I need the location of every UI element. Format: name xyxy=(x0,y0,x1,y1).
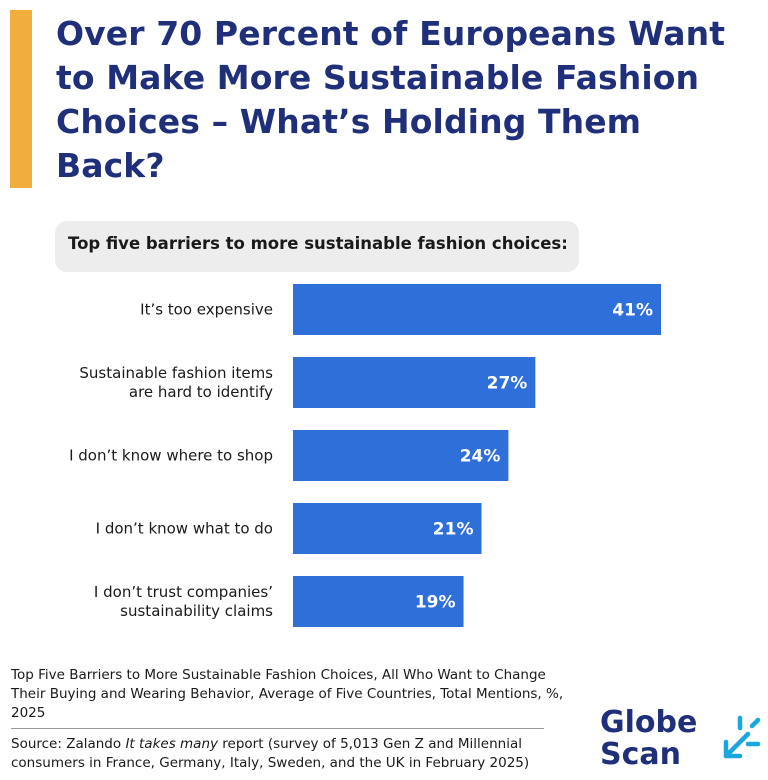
source-report-name: It takes many xyxy=(125,736,218,752)
footer-divider xyxy=(11,728,544,729)
chart-title: Top five barriers to more sustainable fa… xyxy=(68,234,568,253)
bar-1 xyxy=(293,284,661,335)
logo-line-2: Scan xyxy=(600,737,681,772)
bar-4 xyxy=(293,503,482,554)
bar-value-label-3: 24% xyxy=(460,447,501,467)
logo-line-1: Globe xyxy=(600,705,698,740)
category-label-5: I don’t trust companies’ sustainability c… xyxy=(94,583,273,620)
category-label-4: I don’t know what to do xyxy=(96,520,273,538)
logo-wordmark: Globe Scan xyxy=(600,708,697,770)
category-label-3: I don’t know where to shop xyxy=(69,447,273,465)
category-label-line: are hard to identify xyxy=(129,383,273,401)
accent-bar xyxy=(10,10,32,188)
bar-value-label-4: 21% xyxy=(433,520,474,540)
globescan-logo: Globe Scan xyxy=(600,700,768,778)
bar-value-label-1: 41% xyxy=(612,301,653,321)
source-suffix: report (survey of 5,013 Gen Z and Millen… xyxy=(11,736,530,771)
category-label-line: sustainability claims xyxy=(120,602,273,620)
category-label-2: Sustainable fashion items are hard to ide… xyxy=(79,364,273,401)
category-label-line: Sustainable fashion items xyxy=(79,364,273,382)
category-label-line: I don’t know where to shop xyxy=(69,447,273,465)
bar-chart: 41% It’s too expensive 27% Sustainable fash… xyxy=(69,284,661,627)
bar-value-label-5: 19% xyxy=(415,593,456,613)
category-label-1: It’s too expensive xyxy=(140,301,273,319)
source-text: Source: Zalando It takes many report (su… xyxy=(11,735,571,773)
category-label-line: I don’t trust companies’ xyxy=(94,583,273,601)
bar-2 xyxy=(293,357,536,408)
category-label-line: I don’t know what to do xyxy=(96,520,273,538)
source-prefix: Source: Zalando xyxy=(11,736,126,752)
chart-title-background xyxy=(55,221,579,272)
page-title: Over 70 Percent of Europeans Want to Mak… xyxy=(56,14,726,185)
logo-burst-icon xyxy=(723,715,761,759)
category-label-line: It’s too expensive xyxy=(140,301,273,319)
bar-5 xyxy=(293,576,464,627)
bar-3 xyxy=(293,430,509,481)
chart-note: Top Five Barriers to More Sustainable Fa… xyxy=(11,667,564,721)
bar-value-label-2: 27% xyxy=(487,374,528,394)
